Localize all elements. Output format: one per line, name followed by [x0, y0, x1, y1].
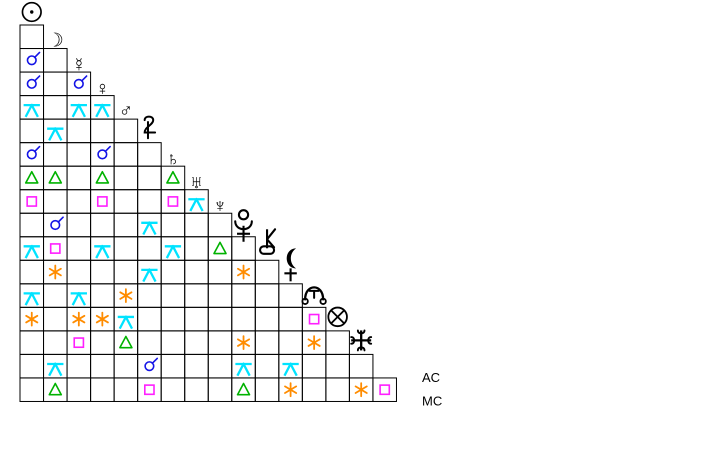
svg-text:MC: MC [422, 394, 442, 409]
svg-text:AC: AC [422, 370, 440, 385]
